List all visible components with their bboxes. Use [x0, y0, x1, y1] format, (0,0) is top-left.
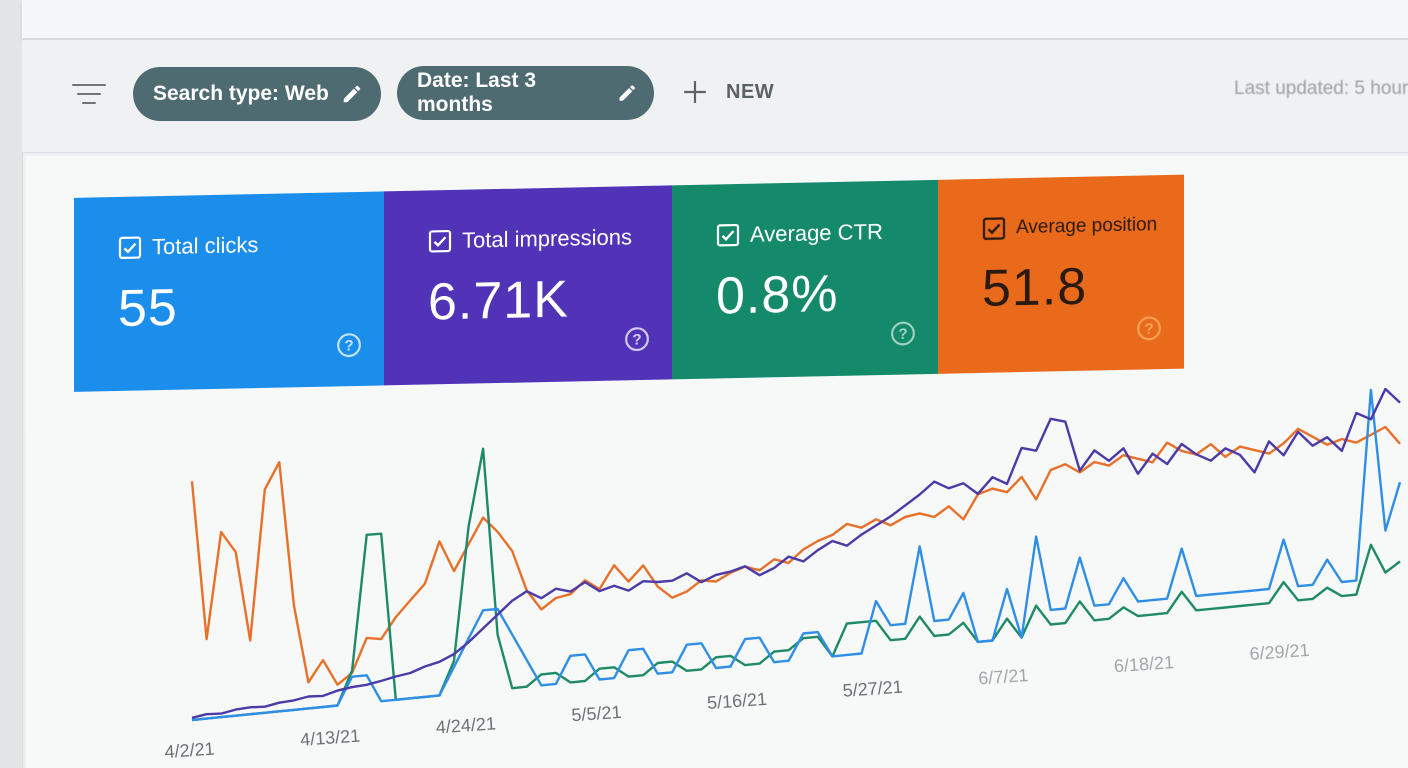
checkbox-icon[interactable] [716, 223, 740, 248]
x-tick-label: 6/7/21 [978, 665, 1029, 688]
plus-icon [684, 81, 706, 103]
date-chip[interactable]: Date: Last 3 months [397, 66, 654, 120]
x-tick-label: 4/13/21 [299, 726, 360, 750]
left-rail [0, 0, 23, 768]
search-type-chip[interactable]: Search type: Web [133, 67, 381, 121]
svg-text:?: ? [344, 337, 353, 354]
help-icon[interactable]: ? [624, 326, 650, 353]
checkbox-icon[interactable] [982, 216, 1006, 241]
new-filter-button[interactable]: NEW [682, 74, 774, 110]
x-tick-label: 4/24/21 [435, 713, 496, 737]
metric-card-average-ctr[interactable]: Average CTR 0.8% ? [672, 179, 938, 380]
x-tick-label: 4/2/21 [164, 739, 215, 762]
pencil-icon[interactable] [617, 82, 638, 104]
svg-text:?: ? [898, 326, 907, 343]
x-tick-label: 5/5/21 [571, 702, 622, 725]
help-icon[interactable]: ? [336, 332, 362, 359]
checkbox-icon[interactable] [118, 235, 142, 260]
metric-card-total-impressions[interactable]: Total impressions 6.71K ? [384, 185, 672, 386]
metric-card-average-position[interactable]: Average position 51.8 ? [938, 174, 1184, 374]
x-tick-label: 6/29/21 [1249, 640, 1310, 664]
series-line-total-impressions [191, 387, 1401, 719]
search-type-label: Search type: Web [153, 82, 329, 105]
help-icon[interactable]: ? [890, 320, 916, 347]
help-icon[interactable]: ? [1136, 315, 1162, 342]
series-layer [190, 387, 1402, 722]
x-tick-label: 5/27/21 [842, 677, 903, 701]
metric-cards: Total clicks 55 ? Total impressions 6.71… [70, 155, 1186, 392]
pencil-icon[interactable] [341, 83, 363, 105]
metric-card-total-clicks[interactable]: Total clicks 55 ? [74, 191, 384, 392]
svg-text:?: ? [632, 331, 641, 348]
series-line-average-ctr [191, 447, 1401, 722]
top-app-bar [22, 0, 1408, 40]
svg-text:?: ? [1144, 321, 1153, 338]
x-axis-ticks: 4/2/21 4/13/21 4/24/21 5/5/21 5/16/21 5/27/21… [164, 640, 1310, 762]
date-label: Date: Last 3 months [417, 69, 537, 116]
x-tick-label: 6/18/21 [1113, 652, 1174, 676]
new-label: NEW [726, 80, 775, 103]
last-updated-text: Last updated: 5 hours [1234, 78, 1408, 99]
series-line-average-position [190, 425, 1401, 686]
series-line-total-clicks [191, 388, 1402, 722]
x-tick-label: 5/16/21 [706, 689, 767, 713]
filter-icon[interactable] [72, 84, 106, 106]
checkbox-icon[interactable] [428, 229, 452, 254]
